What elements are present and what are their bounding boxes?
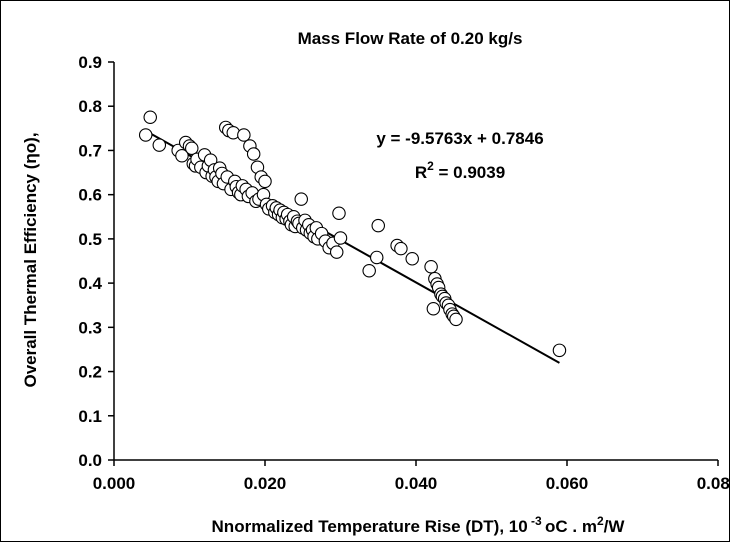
x-tick-label: 0.080	[697, 474, 730, 493]
y-tick-label: 0.7	[78, 141, 102, 160]
r-squared-r: R	[415, 163, 427, 182]
y-axis-label: Overall Thermal Efficiency (ηo),	[21, 132, 40, 387]
data-point	[362, 263, 376, 278]
y-tick-label: 0.8	[78, 97, 102, 116]
data-point	[552, 343, 567, 358]
x-axis-label-unit: oC . m	[545, 517, 597, 536]
r-squared-label: R2 = 0.9039	[415, 159, 505, 182]
data-point	[237, 128, 251, 142]
data-point	[329, 245, 344, 259]
data-point	[185, 141, 199, 155]
x-axis-label-end: /W	[604, 517, 626, 536]
data-point	[449, 312, 463, 327]
data-point	[175, 149, 189, 163]
data-point	[138, 128, 153, 142]
y-tick-label: 0.0	[78, 451, 102, 470]
data-point	[369, 250, 384, 265]
data-point	[333, 231, 348, 245]
y-tick-label: 0.2	[78, 363, 102, 382]
data-point	[246, 147, 261, 161]
x-axis-label: Nnormalized Temperature Rise (DT), 10 -3…	[212, 514, 626, 536]
y-tick-label: 0.4	[78, 274, 102, 293]
x-tick-label: 0.040	[395, 474, 438, 493]
data-point	[394, 241, 408, 256]
data-point	[152, 138, 167, 152]
data-point	[405, 252, 419, 266]
trendline-equation: y = -9.5763x + 0.7846	[376, 129, 543, 148]
y-tick-label: 0.9	[78, 53, 102, 72]
x-axis-label-sup: 2	[597, 514, 604, 528]
r-squared-sup: 2	[427, 159, 434, 173]
data-point	[426, 302, 441, 316]
chart-title: Mass Flow Rate of 0.20 kg/s	[298, 29, 523, 48]
x-tick-label: 0.000	[93, 474, 136, 493]
r-squared-value: = 0.9039	[434, 163, 505, 182]
plot-area: 0.0 0.1 0.2 0.3 0.4 0.5 0.6 0.7 0.8 0.9 0.000 0.020…	[78, 53, 730, 493]
y-tick-label: 0.1	[78, 407, 102, 426]
x-tick-label: 0.020	[244, 474, 287, 493]
y-tick-label: 0.3	[78, 318, 102, 337]
data-point	[294, 192, 308, 206]
x-tick-label: 0.060	[546, 474, 589, 493]
data-point	[143, 110, 157, 125]
data-point	[371, 218, 385, 233]
data-point	[332, 206, 346, 220]
data-point	[258, 174, 272, 189]
x-axis-label-exp: -3	[528, 514, 545, 528]
y-tick-label: 0.5	[78, 230, 102, 249]
x-axis-label-main: Nnormalized Temperature Rise (DT), 10	[212, 517, 528, 536]
data-point	[424, 259, 438, 274]
y-tick-label: 0.6	[78, 186, 102, 205]
